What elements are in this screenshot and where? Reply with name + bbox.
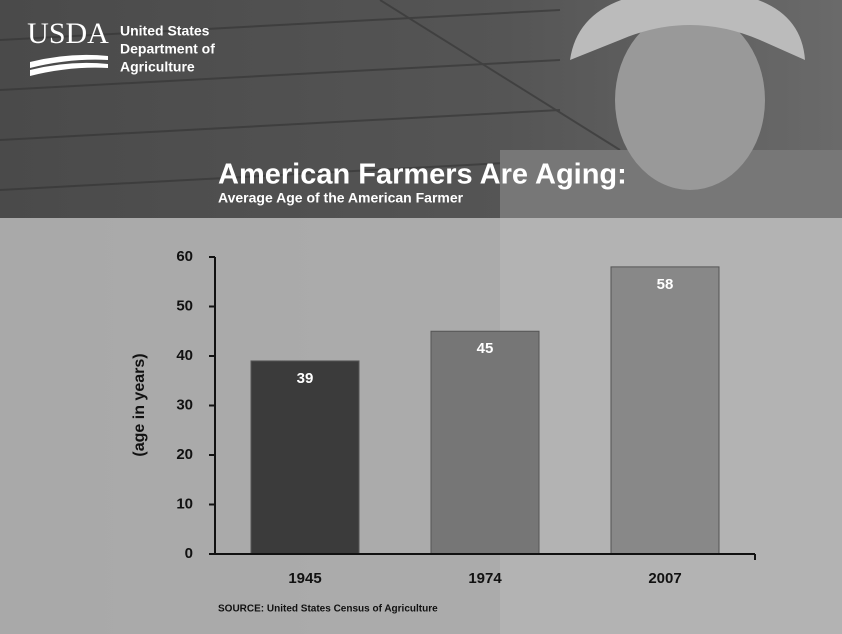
face — [615, 10, 765, 190]
value-label: 58 — [657, 276, 674, 293]
agency-line: Department of — [120, 41, 215, 57]
y-tick-label: 40 — [176, 347, 193, 364]
chart-subtitle: Average Age of the American Farmer — [218, 190, 464, 206]
chart-title: American Farmers Are Aging: — [218, 159, 627, 191]
y-tick-label: 50 — [176, 297, 193, 314]
y-tick-label: 0 — [185, 545, 193, 562]
y-axis-label: (age in years) — [131, 353, 148, 456]
logo-waves — [30, 54, 108, 76]
wood-planks — [0, 0, 621, 191]
hat — [570, 0, 805, 60]
logo: USDA — [27, 17, 109, 50]
x-tick-label: 1974 — [468, 570, 502, 587]
y-tick-label: 60 — [176, 248, 193, 265]
x-tick-label: 2007 — [648, 570, 681, 587]
source-note: SOURCE: United States Census of Agricult… — [218, 604, 438, 615]
bar — [610, 266, 720, 555]
agency-line: United States — [120, 23, 210, 39]
y-tick-label: 20 — [176, 446, 193, 463]
bar — [250, 360, 360, 555]
plot-area: 0 10 20 30 40 50 60 39 1945 45 1974 58 2007 — [176, 248, 756, 587]
bar — [430, 330, 540, 555]
value-label: 45 — [477, 340, 494, 357]
agency-line: Agriculture — [120, 59, 195, 75]
y-tick-label: 10 — [176, 495, 193, 512]
value-label: 39 — [297, 370, 314, 387]
x-tick-label: 1945 — [288, 570, 321, 587]
y-tick-label: 30 — [176, 396, 193, 413]
